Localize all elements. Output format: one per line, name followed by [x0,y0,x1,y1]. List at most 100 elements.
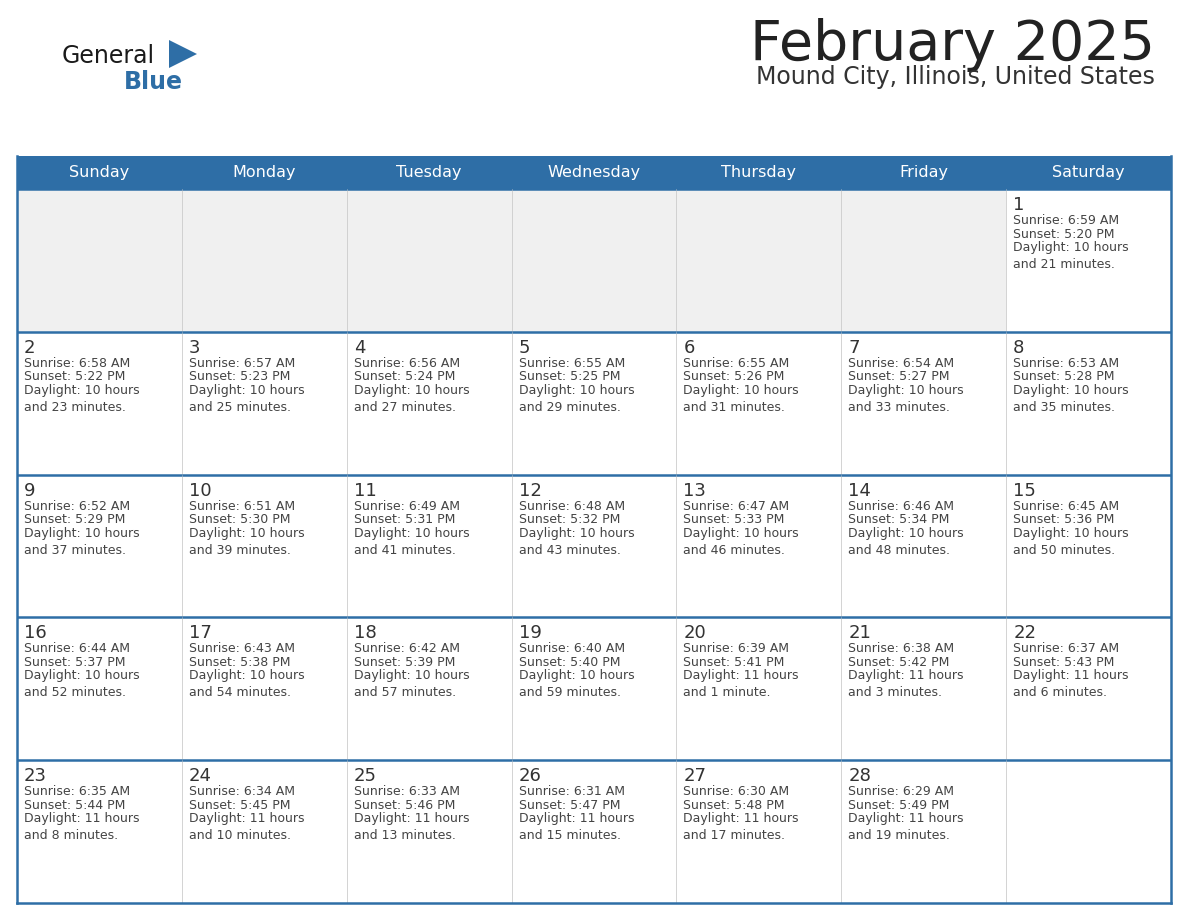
Text: Sunset: 5:47 PM: Sunset: 5:47 PM [519,799,620,812]
Bar [17,618,182,760]
Text: Sunset: 5:39 PM: Sunset: 5:39 PM [354,655,455,669]
Bar [841,618,1006,760]
Text: 21: 21 [848,624,871,643]
Text: 3: 3 [189,339,201,357]
Bar [347,760,512,903]
Text: Daylight: 10 hours
and 48 minutes.: Daylight: 10 hours and 48 minutes. [848,527,963,556]
Bar [182,189,347,331]
Text: Sunset: 5:32 PM: Sunset: 5:32 PM [519,513,620,526]
Bar [841,331,1006,475]
Text: Daylight: 11 hours
and 6 minutes.: Daylight: 11 hours and 6 minutes. [1013,669,1129,700]
Text: Daylight: 11 hours
and 17 minutes.: Daylight: 11 hours and 17 minutes. [683,812,798,842]
Text: Sunrise: 6:54 AM: Sunrise: 6:54 AM [848,357,954,370]
Text: Saturday: Saturday [1053,165,1125,180]
Text: Daylight: 10 hours
and 31 minutes.: Daylight: 10 hours and 31 minutes. [683,384,800,414]
Bar [676,189,841,331]
Polygon shape [169,40,197,68]
Text: Sunrise: 6:49 AM: Sunrise: 6:49 AM [354,499,460,512]
Text: Sunrise: 6:46 AM: Sunrise: 6:46 AM [848,499,954,512]
Bar [841,189,1006,331]
Text: Sunrise: 6:37 AM: Sunrise: 6:37 AM [1013,643,1119,655]
Bar [841,760,1006,903]
Text: Sunset: 5:49 PM: Sunset: 5:49 PM [848,799,949,812]
Text: Sunset: 5:22 PM: Sunset: 5:22 PM [24,370,126,384]
Text: 28: 28 [848,767,871,785]
Text: Daylight: 10 hours
and 46 minutes.: Daylight: 10 hours and 46 minutes. [683,527,800,556]
Text: Sunrise: 6:51 AM: Sunrise: 6:51 AM [189,499,295,512]
Text: 20: 20 [683,624,706,643]
Text: 11: 11 [354,482,377,499]
Text: Sunset: 5:45 PM: Sunset: 5:45 PM [189,799,290,812]
Text: Sunrise: 6:43 AM: Sunrise: 6:43 AM [189,643,295,655]
Text: Daylight: 10 hours
and 41 minutes.: Daylight: 10 hours and 41 minutes. [354,527,469,556]
Text: Daylight: 10 hours
and 27 minutes.: Daylight: 10 hours and 27 minutes. [354,384,469,414]
Text: Sunrise: 6:48 AM: Sunrise: 6:48 AM [519,499,625,512]
Text: 26: 26 [519,767,542,785]
Bar [1006,331,1171,475]
Text: Sunrise: 6:29 AM: Sunrise: 6:29 AM [848,785,954,798]
Bar [676,618,841,760]
Text: Daylight: 10 hours
and 54 minutes.: Daylight: 10 hours and 54 minutes. [189,669,304,700]
Bar [1006,475,1171,618]
Text: Daylight: 10 hours
and 43 minutes.: Daylight: 10 hours and 43 minutes. [519,527,634,556]
Text: Friday: Friday [899,165,948,180]
Text: Sunset: 5:34 PM: Sunset: 5:34 PM [848,513,949,526]
Text: 19: 19 [519,624,542,643]
Text: Sunset: 5:48 PM: Sunset: 5:48 PM [683,799,785,812]
Text: 17: 17 [189,624,211,643]
Text: 23: 23 [24,767,48,785]
Text: 2: 2 [24,339,36,357]
Bar [676,760,841,903]
Text: Daylight: 11 hours
and 8 minutes.: Daylight: 11 hours and 8 minutes. [24,812,139,842]
Text: 6: 6 [683,339,695,357]
Text: 14: 14 [848,482,871,499]
Bar [347,618,512,760]
Text: 27: 27 [683,767,707,785]
Text: 24: 24 [189,767,211,785]
Bar [512,760,676,903]
Text: Daylight: 11 hours
and 3 minutes.: Daylight: 11 hours and 3 minutes. [848,669,963,700]
Text: Sunrise: 6:42 AM: Sunrise: 6:42 AM [354,643,460,655]
Bar [347,189,512,331]
Text: Daylight: 10 hours
and 33 minutes.: Daylight: 10 hours and 33 minutes. [848,384,963,414]
Text: Sunrise: 6:44 AM: Sunrise: 6:44 AM [24,643,129,655]
Bar [676,331,841,475]
Bar [182,475,347,618]
Text: Daylight: 10 hours
and 21 minutes.: Daylight: 10 hours and 21 minutes. [1013,241,1129,271]
Text: Sunset: 5:36 PM: Sunset: 5:36 PM [1013,513,1114,526]
Text: Sunset: 5:41 PM: Sunset: 5:41 PM [683,655,785,669]
Text: Sunrise: 6:59 AM: Sunrise: 6:59 AM [1013,214,1119,227]
Text: Sunday: Sunday [69,165,129,180]
Text: Sunrise: 6:58 AM: Sunrise: 6:58 AM [24,357,131,370]
Text: 12: 12 [519,482,542,499]
Text: 8: 8 [1013,339,1024,357]
Text: Sunrise: 6:31 AM: Sunrise: 6:31 AM [519,785,625,798]
Text: Sunset: 5:29 PM: Sunset: 5:29 PM [24,513,126,526]
Text: Sunset: 5:42 PM: Sunset: 5:42 PM [848,655,949,669]
Bar [512,475,676,618]
Text: Daylight: 10 hours
and 37 minutes.: Daylight: 10 hours and 37 minutes. [24,527,140,556]
Text: Daylight: 10 hours
and 50 minutes.: Daylight: 10 hours and 50 minutes. [1013,527,1129,556]
Text: Sunset: 5:23 PM: Sunset: 5:23 PM [189,370,290,384]
Text: Sunset: 5:40 PM: Sunset: 5:40 PM [519,655,620,669]
Text: Daylight: 10 hours
and 35 minutes.: Daylight: 10 hours and 35 minutes. [1013,384,1129,414]
Text: 13: 13 [683,482,707,499]
Text: Daylight: 11 hours
and 1 minute.: Daylight: 11 hours and 1 minute. [683,669,798,700]
Text: Wednesday: Wednesday [548,165,640,180]
Text: Thursday: Thursday [721,165,796,180]
Text: Sunset: 5:27 PM: Sunset: 5:27 PM [848,370,949,384]
Text: Sunset: 5:44 PM: Sunset: 5:44 PM [24,799,126,812]
Text: Sunset: 5:37 PM: Sunset: 5:37 PM [24,655,126,669]
Text: Sunrise: 6:38 AM: Sunrise: 6:38 AM [848,643,954,655]
Text: 5: 5 [519,339,530,357]
Text: Sunrise: 6:55 AM: Sunrise: 6:55 AM [519,357,625,370]
Bar [17,156,1171,189]
Text: Daylight: 10 hours
and 29 minutes.: Daylight: 10 hours and 29 minutes. [519,384,634,414]
Text: Sunset: 5:26 PM: Sunset: 5:26 PM [683,370,785,384]
Text: Sunset: 5:25 PM: Sunset: 5:25 PM [519,370,620,384]
Bar [182,760,347,903]
Bar [17,331,182,475]
Text: Sunrise: 6:39 AM: Sunrise: 6:39 AM [683,643,790,655]
Bar [841,475,1006,618]
Text: Sunrise: 6:52 AM: Sunrise: 6:52 AM [24,499,131,512]
